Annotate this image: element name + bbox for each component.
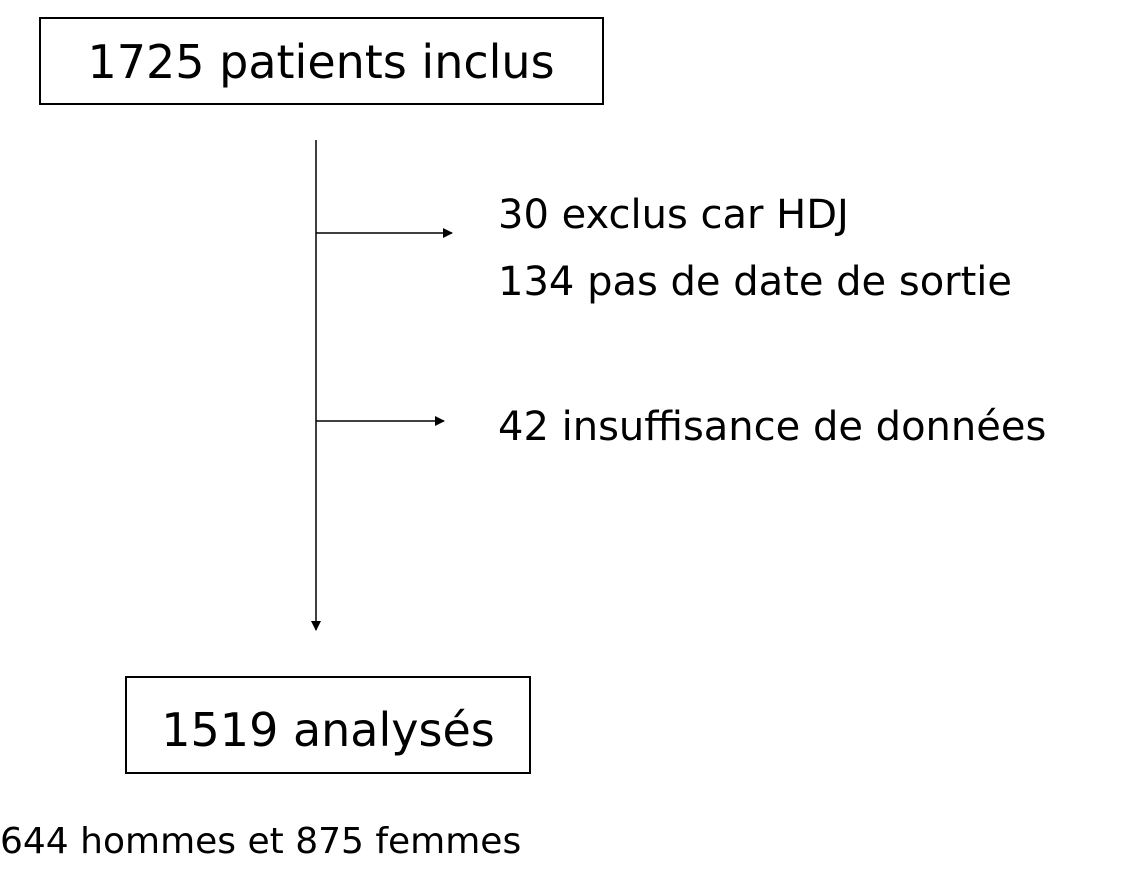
label-included: 1725 patients inclus: [87, 35, 554, 89]
label-analysed: 1519 analysés: [161, 703, 494, 757]
exclusion-text: 42 insuffisance de données: [498, 404, 1046, 450]
note-text: 644 hommes et 875 femmes: [0, 821, 521, 862]
exclusion-text: 30 exclus car HDJ: [498, 192, 849, 238]
box-analysed: [125, 676, 531, 774]
box-included: [39, 17, 604, 105]
exclusion-text: 134 pas de date de sortie: [498, 259, 1012, 305]
